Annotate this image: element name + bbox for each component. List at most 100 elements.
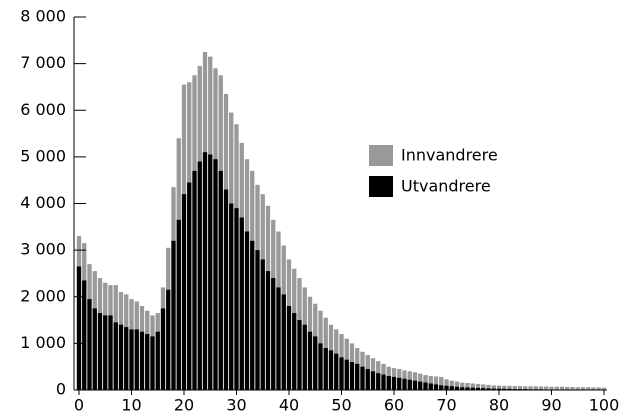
bar — [318, 343, 323, 390]
bar — [580, 387, 586, 390]
bar — [386, 376, 391, 390]
bar — [370, 371, 376, 390]
bar — [297, 320, 302, 390]
bar — [202, 152, 208, 390]
bar — [134, 329, 139, 390]
bar — [103, 315, 108, 390]
bar — [428, 383, 433, 390]
bar — [323, 348, 328, 390]
bar — [97, 313, 103, 390]
bar — [76, 266, 82, 390]
bar — [334, 353, 339, 390]
bar — [475, 383, 481, 390]
bar — [460, 382, 465, 390]
bar — [491, 385, 496, 390]
bar — [260, 259, 265, 390]
x-tick-label: 0 — [74, 396, 84, 415]
bar — [166, 289, 171, 390]
bar — [428, 376, 433, 390]
bar — [176, 219, 181, 390]
bar — [496, 388, 502, 390]
bar — [87, 299, 92, 390]
bar — [218, 170, 223, 390]
bar — [407, 379, 412, 390]
y-tick-label: 5 000 — [20, 146, 66, 165]
bar — [596, 387, 601, 390]
bar — [475, 387, 481, 390]
bar — [187, 182, 192, 390]
bar — [439, 385, 444, 390]
x-tick-label: 20 — [174, 396, 194, 415]
bar — [229, 203, 234, 390]
bar — [554, 386, 559, 390]
bar — [239, 217, 244, 390]
bar — [418, 381, 423, 390]
bar — [155, 331, 160, 390]
bar — [470, 383, 475, 390]
bar — [255, 250, 260, 390]
bar — [423, 375, 428, 390]
bar — [344, 359, 349, 390]
bar — [449, 380, 454, 390]
bar — [502, 385, 507, 390]
bar — [507, 388, 512, 390]
y-tick-label: 1 000 — [20, 333, 66, 352]
bar — [129, 329, 134, 390]
bar — [181, 194, 187, 390]
bar — [82, 280, 87, 390]
x-tick-label: 10 — [121, 396, 141, 415]
bar — [113, 322, 118, 390]
bar — [460, 387, 465, 390]
bar — [470, 387, 475, 390]
bar — [570, 386, 575, 390]
bar — [454, 381, 460, 390]
bar — [496, 385, 502, 390]
legend-label: Innvandrere — [401, 146, 498, 165]
bar — [517, 386, 523, 390]
bar — [250, 240, 255, 390]
bar — [355, 363, 360, 390]
bar — [276, 287, 281, 390]
bar — [244, 231, 250, 390]
bar — [439, 376, 444, 390]
bar — [502, 388, 507, 390]
bar — [328, 350, 334, 390]
y-tick-label: 2 000 — [20, 286, 66, 305]
legend-swatch — [369, 145, 393, 166]
bar — [108, 315, 113, 390]
bar — [586, 387, 591, 390]
bar — [402, 378, 407, 390]
bar — [223, 189, 229, 390]
bar — [302, 324, 307, 390]
bar — [286, 306, 292, 390]
bar — [381, 374, 386, 390]
bar — [307, 331, 313, 390]
bar — [271, 278, 276, 390]
bar — [92, 308, 97, 390]
bar — [575, 387, 580, 390]
x-tick-label: 50 — [331, 396, 351, 415]
bar — [192, 170, 197, 390]
legend-swatch — [369, 176, 393, 197]
bar — [139, 331, 145, 390]
bar — [234, 208, 239, 390]
bar — [171, 240, 176, 390]
bar — [376, 373, 381, 390]
bar — [591, 387, 596, 390]
y-tick-label: 8 000 — [20, 7, 66, 26]
bar — [444, 379, 449, 390]
x-tick-label: 70 — [436, 396, 456, 415]
bar — [449, 386, 454, 390]
bar — [150, 336, 155, 390]
bar — [313, 336, 318, 390]
x-tick-label: 40 — [279, 396, 299, 415]
bar — [391, 376, 397, 390]
bar — [559, 386, 565, 390]
bar — [433, 376, 439, 390]
bar — [481, 384, 486, 390]
bar — [124, 327, 129, 390]
bar — [538, 386, 544, 390]
bar — [197, 161, 202, 390]
bar — [433, 384, 439, 390]
